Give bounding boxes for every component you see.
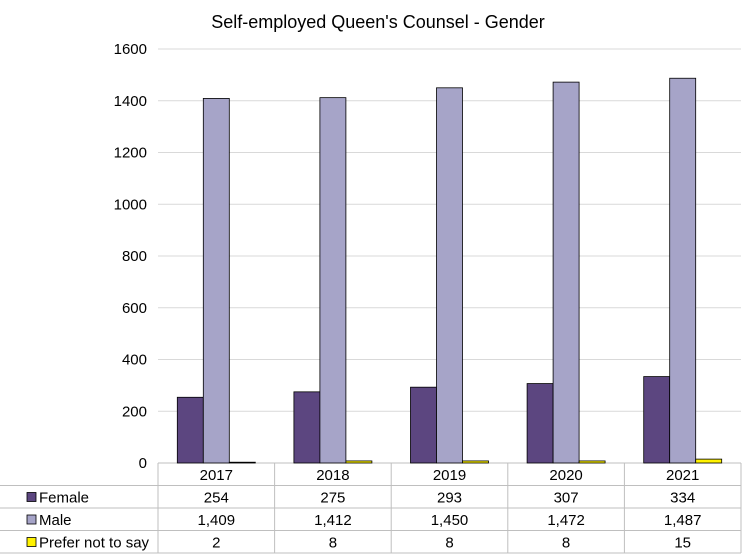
bar-female	[410, 386, 437, 464]
legend-label-female: Female	[39, 490, 89, 507]
x-tick-label: 2017	[200, 467, 233, 484]
legend-key-female	[26, 492, 37, 502]
bar-prefer-not-to-say	[578, 460, 606, 464]
bar-female	[293, 391, 321, 464]
data-label: 8	[445, 535, 453, 552]
legend-label-male: Male	[39, 512, 72, 529]
x-tick-label: 2021	[666, 467, 699, 484]
data-label: 334	[670, 490, 695, 507]
y-tick-label: 1000	[114, 196, 147, 213]
y-tick-label: 200	[122, 403, 147, 420]
y-tick-label: 400	[122, 352, 147, 369]
bar-male	[552, 81, 580, 464]
data-label: 15	[674, 535, 691, 552]
legend-key-male	[26, 514, 37, 525]
data-label: 1,412	[314, 512, 352, 529]
data-label: 2	[212, 535, 220, 552]
data-label: 275	[320, 490, 345, 507]
y-tick-label: 1400	[114, 93, 147, 110]
bar-male	[669, 77, 697, 464]
data-label: 8	[329, 535, 337, 552]
legend-label-prefer-not-to-say: Prefer not to say	[39, 535, 150, 552]
bars	[176, 77, 723, 464]
bar-prefer-not-to-say	[695, 458, 723, 464]
bar-prefer-not-to-say	[462, 460, 489, 464]
data-label: 307	[554, 490, 579, 507]
data-label: 1,487	[664, 512, 702, 529]
data-label: 1,450	[431, 512, 469, 529]
y-axis-tick-labels: 0 200 400 600 800 1000 1200 1400 1600	[114, 41, 147, 472]
data-label: 293	[437, 490, 462, 507]
data-label: 254	[204, 490, 229, 507]
bar-female	[176, 396, 204, 464]
x-tick-label: 2020	[549, 467, 582, 484]
bar-female	[526, 383, 554, 464]
x-tick-label: 2018	[316, 467, 349, 484]
y-tick-label: 0	[139, 455, 147, 472]
y-tick-label: 800	[122, 248, 147, 265]
data-table: 2017 2018 2019 2020 2021 Female 254 275 293 307 33…	[0, 463, 742, 554]
data-label: 8	[562, 535, 570, 552]
data-label: 1,472	[547, 512, 585, 529]
legend-key-prefer-not-to-say	[26, 537, 37, 547]
x-tick-label: 2019	[433, 467, 466, 484]
bar-female	[643, 376, 671, 464]
y-tick-label: 1200	[114, 145, 147, 162]
y-tick-label: 1600	[114, 41, 147, 58]
bar-male	[319, 97, 347, 464]
bar-prefer-not-to-say	[345, 460, 373, 464]
y-tick-label: 600	[122, 300, 147, 317]
bar-prefer-not-to-say	[228, 461, 256, 464]
bar-male	[436, 87, 463, 464]
chart-title: Self-employed Queen's Counsel - Gender	[211, 12, 545, 32]
data-label: 1,409	[198, 512, 236, 529]
bar-male	[202, 98, 230, 464]
